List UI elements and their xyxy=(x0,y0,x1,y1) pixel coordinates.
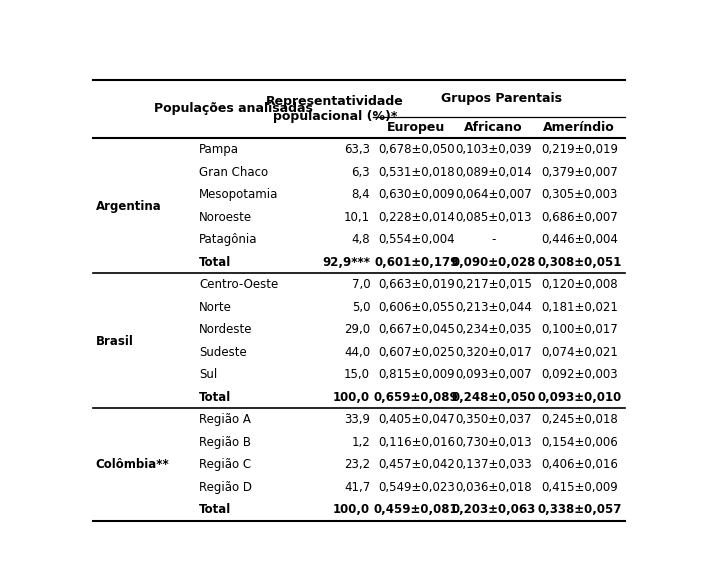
Text: Argentina: Argentina xyxy=(96,200,161,212)
Text: 0,154±0,006: 0,154±0,006 xyxy=(541,436,618,449)
Text: Pampa: Pampa xyxy=(199,143,239,156)
Text: Brasil: Brasil xyxy=(96,335,134,348)
Text: 0,228±0,014: 0,228±0,014 xyxy=(378,211,455,224)
Text: 92,9***: 92,9*** xyxy=(322,256,370,269)
Text: 0,103±0,039: 0,103±0,039 xyxy=(456,143,532,156)
Text: 0,137±0,033: 0,137±0,033 xyxy=(456,459,532,472)
Text: Norte: Norte xyxy=(199,301,232,314)
Text: 5,0: 5,0 xyxy=(352,301,370,314)
Text: 15,0: 15,0 xyxy=(344,369,370,382)
Text: 0,181±0,021: 0,181±0,021 xyxy=(541,301,618,314)
Text: 0,415±0,009: 0,415±0,009 xyxy=(541,481,618,494)
Text: 100,0: 100,0 xyxy=(333,391,370,404)
Text: Total: Total xyxy=(199,256,231,269)
Text: 0,320±0,017: 0,320±0,017 xyxy=(456,346,532,359)
Text: 0,093±0,007: 0,093±0,007 xyxy=(456,369,532,382)
Text: Total: Total xyxy=(199,504,231,516)
Text: Região B: Região B xyxy=(199,436,251,449)
Text: 0,531±0,018: 0,531±0,018 xyxy=(378,166,455,179)
Text: 0,350±0,037: 0,350±0,037 xyxy=(456,414,532,427)
Text: 100,0: 100,0 xyxy=(333,504,370,516)
Text: 0,815±0,009: 0,815±0,009 xyxy=(378,369,455,382)
Text: 0,457±0,042: 0,457±0,042 xyxy=(378,459,455,472)
Text: Região D: Região D xyxy=(199,481,252,494)
Text: 0,100±0,017: 0,100±0,017 xyxy=(541,324,618,337)
Text: 0,554±0,004: 0,554±0,004 xyxy=(378,233,455,246)
Text: 0,667±0,045: 0,667±0,045 xyxy=(378,324,455,337)
Text: Patagônia: Patagônia xyxy=(199,233,257,246)
Text: 0,116±0,016: 0,116±0,016 xyxy=(378,436,455,449)
Text: Gran Chaco: Gran Chaco xyxy=(199,166,268,179)
Text: 33,9: 33,9 xyxy=(344,414,370,427)
Text: Colômbia**: Colômbia** xyxy=(96,459,170,472)
Text: 0,459±0,081: 0,459±0,081 xyxy=(374,504,458,516)
Text: 0,085±0,013: 0,085±0,013 xyxy=(456,211,532,224)
Text: 0,090±0,028: 0,090±0,028 xyxy=(451,256,536,269)
Text: 10,1: 10,1 xyxy=(344,211,370,224)
Text: Sudeste: Sudeste xyxy=(199,346,247,359)
Text: 1,2: 1,2 xyxy=(351,436,370,449)
Text: 0,659±0,089: 0,659±0,089 xyxy=(374,391,458,404)
Text: 0,234±0,035: 0,234±0,035 xyxy=(456,324,532,337)
Text: 0,064±0,007: 0,064±0,007 xyxy=(456,188,532,201)
Text: Ameríndio: Ameríndio xyxy=(543,121,615,134)
Text: 0,093±0,010: 0,093±0,010 xyxy=(537,391,621,404)
Text: Noroeste: Noroeste xyxy=(199,211,252,224)
Text: 0,338±0,057: 0,338±0,057 xyxy=(537,504,622,516)
Text: 0,074±0,021: 0,074±0,021 xyxy=(541,346,618,359)
Text: 0,217±0,015: 0,217±0,015 xyxy=(455,278,532,292)
Text: 0,379±0,007: 0,379±0,007 xyxy=(541,166,618,179)
Text: 44,0: 44,0 xyxy=(344,346,370,359)
Text: 23,2: 23,2 xyxy=(344,459,370,472)
Text: Mesopotamia: Mesopotamia xyxy=(199,188,278,201)
Text: 0,663±0,019: 0,663±0,019 xyxy=(378,278,455,292)
Text: Europeu: Europeu xyxy=(387,121,445,134)
Text: 0,203±0,063: 0,203±0,063 xyxy=(451,504,536,516)
Text: 0,219±0,019: 0,219±0,019 xyxy=(540,143,618,156)
Text: 0,213±0,044: 0,213±0,044 xyxy=(455,301,532,314)
Text: 0,248±0,050: 0,248±0,050 xyxy=(451,391,536,404)
Text: Região C: Região C xyxy=(199,459,251,472)
Text: 0,405±0,047: 0,405±0,047 xyxy=(378,414,455,427)
Text: 0,305±0,003: 0,305±0,003 xyxy=(541,188,618,201)
Text: Total: Total xyxy=(199,391,231,404)
Text: 6,3: 6,3 xyxy=(351,166,370,179)
Text: Representatividade
populacional (%)*: Representatividade populacional (%)* xyxy=(266,95,404,123)
Text: Nordeste: Nordeste xyxy=(199,324,252,337)
Text: 0,686±0,007: 0,686±0,007 xyxy=(541,211,618,224)
Text: 0,607±0,025: 0,607±0,025 xyxy=(378,346,455,359)
Text: 41,7: 41,7 xyxy=(344,481,370,494)
Text: Grupos Parentais: Grupos Parentais xyxy=(442,92,562,105)
Text: 0,678±0,050: 0,678±0,050 xyxy=(378,143,455,156)
Text: 0,120±0,008: 0,120±0,008 xyxy=(541,278,618,292)
Text: 0,036±0,018: 0,036±0,018 xyxy=(456,481,532,494)
Text: 63,3: 63,3 xyxy=(344,143,370,156)
Text: 29,0: 29,0 xyxy=(344,324,370,337)
Text: -: - xyxy=(491,233,496,246)
Text: Região A: Região A xyxy=(199,414,251,427)
Text: 0,089±0,014: 0,089±0,014 xyxy=(456,166,532,179)
Text: Africano: Africano xyxy=(464,121,523,134)
Text: 0,630±0,009: 0,630±0,009 xyxy=(378,188,455,201)
Text: 0,308±0,051: 0,308±0,051 xyxy=(537,256,622,269)
Text: 8,4: 8,4 xyxy=(351,188,370,201)
Text: 0,601±0,179: 0,601±0,179 xyxy=(374,256,458,269)
Text: 0,549±0,023: 0,549±0,023 xyxy=(378,481,455,494)
Text: 0,245±0,018: 0,245±0,018 xyxy=(541,414,618,427)
Text: Populações analisadas: Populações analisadas xyxy=(154,102,313,115)
Text: 4,8: 4,8 xyxy=(351,233,370,246)
Text: 0,406±0,016: 0,406±0,016 xyxy=(541,459,618,472)
Text: Centro-Oeste: Centro-Oeste xyxy=(199,278,278,292)
Text: 0,092±0,003: 0,092±0,003 xyxy=(541,369,618,382)
Text: 0,606±0,055: 0,606±0,055 xyxy=(378,301,455,314)
Text: 0,730±0,013: 0,730±0,013 xyxy=(456,436,532,449)
Text: 0,446±0,004: 0,446±0,004 xyxy=(541,233,618,246)
Text: Sul: Sul xyxy=(199,369,217,382)
Text: 7,0: 7,0 xyxy=(351,278,370,292)
